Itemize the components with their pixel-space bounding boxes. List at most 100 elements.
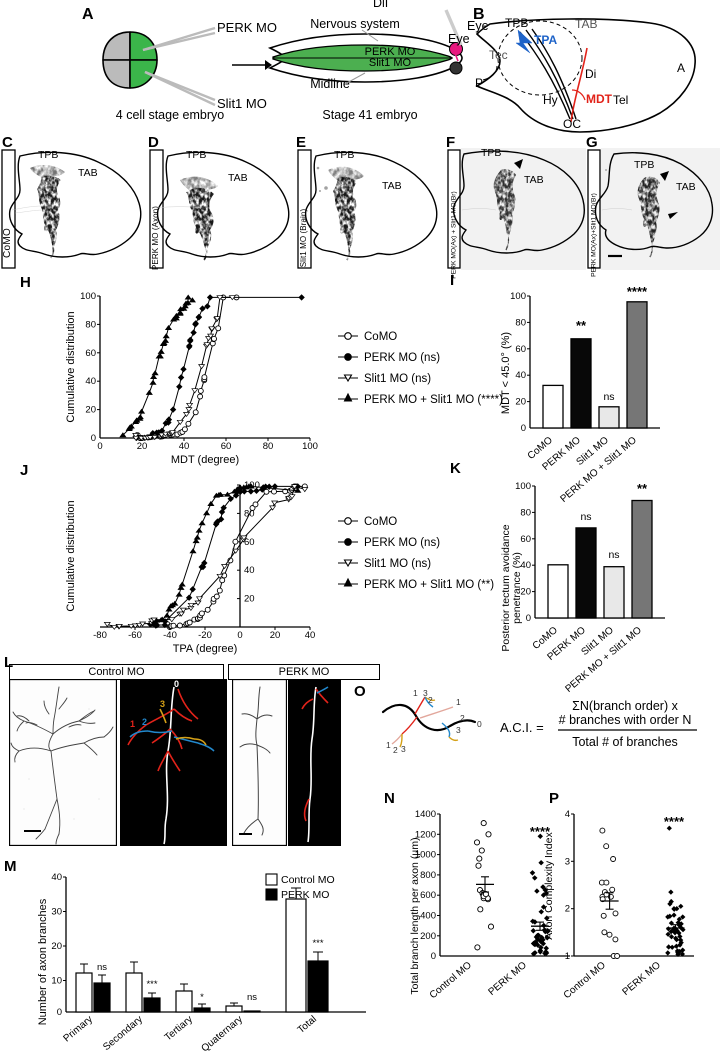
svg-text:TPA (degree): TPA (degree)	[173, 643, 238, 655]
svg-text:PERK MO: PERK MO	[217, 20, 277, 35]
svg-text:PERK MO (ns): PERK MO (ns)	[364, 537, 440, 549]
svg-text:CoMO: CoMO	[2, 228, 13, 258]
svg-text:TPB: TPB	[38, 149, 58, 161]
svg-text:40: 40	[85, 376, 96, 387]
svg-text:2: 2	[565, 904, 570, 915]
svg-text:0: 0	[521, 423, 526, 434]
svg-text:**: **	[637, 481, 648, 496]
svg-text:Number of axon branches: Number of axon branches	[37, 898, 49, 1025]
svg-text:40: 40	[305, 630, 316, 641]
svg-text:3: 3	[160, 699, 165, 709]
svg-text:TAB: TAB	[228, 172, 248, 184]
svg-text:*: *	[200, 992, 204, 1003]
svg-text:TPB: TPB	[634, 159, 654, 171]
svg-text:Tertiary: Tertiary	[163, 1014, 195, 1044]
svg-text:Total # of branches: Total # of branches	[572, 735, 678, 749]
svg-text:0: 0	[431, 951, 436, 962]
svg-text:# branches with order N: # branches with order N	[559, 713, 692, 727]
svg-text:-60: -60	[128, 630, 142, 641]
svg-text:40: 40	[515, 370, 526, 381]
svg-text:***: ***	[312, 938, 323, 949]
svg-text:20: 20	[270, 630, 281, 641]
svg-text:800: 800	[420, 870, 436, 881]
svg-text:0: 0	[91, 433, 96, 444]
svg-text:60: 60	[221, 441, 232, 452]
svg-text:-20: -20	[198, 630, 212, 641]
svg-text:penetrance (%): penetrance (%)	[511, 552, 523, 624]
svg-text:A.C.I. =: A.C.I. =	[500, 720, 544, 735]
svg-text:TAB: TAB	[382, 180, 402, 192]
svg-text:****: ****	[664, 814, 685, 829]
svg-text:20: 20	[244, 594, 255, 605]
svg-text:80: 80	[515, 317, 526, 328]
svg-text:0: 0	[174, 679, 179, 689]
svg-text:ns: ns	[97, 962, 107, 973]
svg-text:Axon Complexity Index: Axon Complexity Index	[543, 832, 555, 940]
svg-text:3: 3	[565, 856, 570, 867]
svg-text:OC: OC	[563, 117, 581, 131]
svg-text:200: 200	[420, 931, 436, 942]
svg-text:1: 1	[130, 719, 135, 729]
svg-text:CoMO: CoMO	[364, 516, 397, 528]
svg-text:PERK MO: PERK MO	[621, 960, 664, 998]
svg-text:Slit1 MO (ns): Slit1 MO (ns)	[364, 558, 431, 570]
svg-text:PERK MO: PERK MO	[281, 889, 329, 901]
svg-text:Slit1 MO: Slit1 MO	[369, 57, 412, 69]
svg-text:2: 2	[460, 713, 465, 723]
svg-text:40: 40	[51, 872, 62, 883]
svg-text:Midline: Midline	[310, 77, 350, 91]
svg-text:100: 100	[80, 291, 96, 302]
svg-text:400: 400	[420, 911, 436, 922]
svg-text:TAB: TAB	[78, 167, 98, 179]
svg-text:2: 2	[393, 745, 398, 755]
svg-text:Cumulative distribution: Cumulative distribution	[65, 500, 77, 611]
svg-text:30: 30	[51, 907, 62, 918]
svg-text:PERK MO (ns): PERK MO (ns)	[364, 352, 440, 364]
svg-text:20: 20	[515, 397, 526, 408]
svg-text:20: 20	[85, 405, 96, 416]
svg-text:ns: ns	[247, 992, 257, 1003]
svg-text:TAB: TAB	[524, 174, 544, 186]
svg-text:40: 40	[244, 565, 255, 576]
svg-text:***: ***	[146, 979, 157, 990]
svg-text:3: 3	[401, 744, 406, 754]
svg-text:3: 3	[456, 725, 461, 735]
svg-text:60: 60	[515, 344, 526, 355]
svg-text:1: 1	[565, 951, 570, 962]
svg-text:Slit1 MO (ns): Slit1 MO (ns)	[364, 373, 431, 385]
svg-text:0: 0	[97, 441, 102, 452]
svg-text:20: 20	[51, 941, 62, 952]
svg-text:Tec: Tec	[489, 48, 508, 62]
svg-text:20: 20	[137, 441, 148, 452]
svg-text:0: 0	[526, 613, 531, 624]
svg-text:Slit1 MO (Brain): Slit1 MO (Brain)	[299, 209, 308, 268]
svg-text:0: 0	[237, 630, 242, 641]
svg-text:PERK MO: PERK MO	[487, 960, 530, 998]
svg-text:80: 80	[263, 441, 274, 452]
svg-text:Control MO: Control MO	[428, 960, 474, 1001]
svg-text:TPA: TPA	[534, 33, 557, 47]
svg-text:4: 4	[565, 809, 570, 820]
svg-text:ns: ns	[580, 511, 591, 523]
svg-text:10: 10	[51, 976, 62, 987]
svg-text:Di: Di	[585, 67, 596, 81]
svg-text:****: ****	[627, 284, 648, 299]
svg-text:100: 100	[515, 481, 531, 492]
svg-text:1400: 1400	[415, 809, 436, 820]
svg-text:Tel: Tel	[613, 93, 628, 107]
svg-text:PERK MO (Axon): PERK MO (Axon)	[151, 206, 160, 270]
svg-text:ΣN(branch order) x: ΣN(branch order) x	[572, 699, 678, 713]
svg-text:Quaternary: Quaternary	[200, 1014, 245, 1055]
svg-text:PERK MO + Slit1 MO (****): PERK MO + Slit1 MO (****)	[364, 394, 503, 406]
svg-text:ns: ns	[608, 549, 619, 561]
svg-text:Total branch length per axon (: Total branch length per axon (µm)	[409, 837, 421, 994]
svg-text:1: 1	[386, 740, 391, 750]
svg-text:MDT < 45.0° (%): MDT < 45.0° (%)	[500, 332, 512, 414]
svg-text:A: A	[677, 61, 685, 75]
svg-text:Primary: Primary	[61, 1014, 94, 1045]
svg-text:TPB: TPB	[186, 149, 206, 161]
svg-text:TPB: TPB	[481, 147, 501, 159]
svg-text:80: 80	[520, 507, 531, 518]
svg-text:TAB: TAB	[575, 17, 597, 31]
svg-text:Total: Total	[296, 1014, 319, 1036]
